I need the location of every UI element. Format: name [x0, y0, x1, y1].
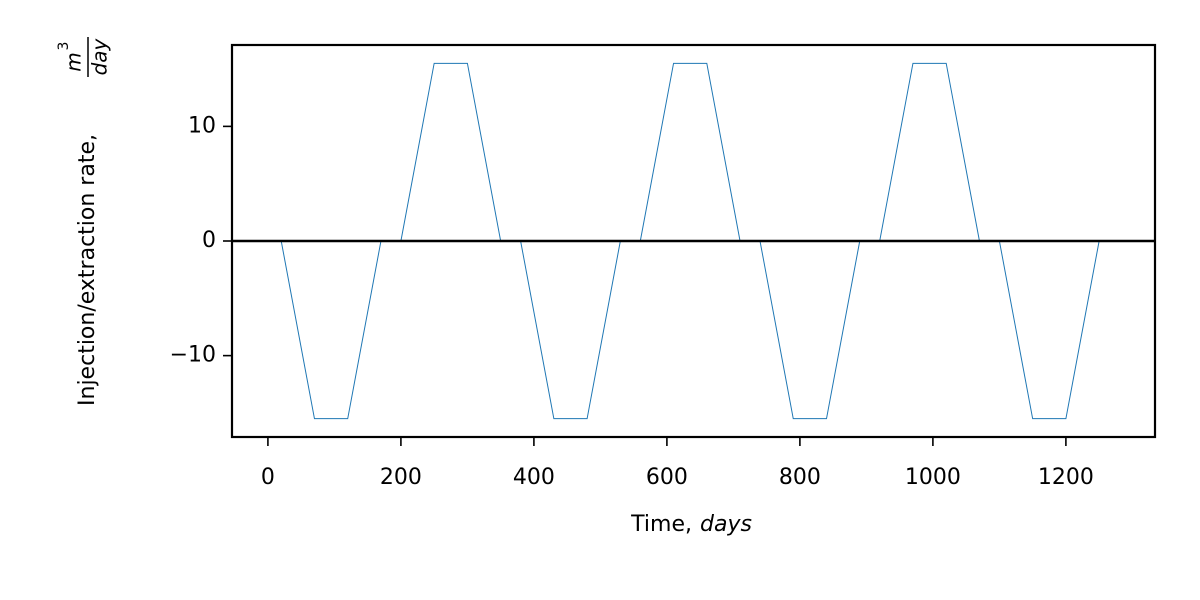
y-label-numerator: m — [62, 52, 86, 71]
x-tick-label: 1000 — [905, 465, 961, 490]
y-tick-label: 10 — [188, 113, 216, 138]
x-label-unit: days — [700, 512, 752, 537]
y-label-exponent: 3 — [56, 42, 72, 51]
x-tick-label: 600 — [646, 465, 688, 490]
y-axis-label: Injection/extraction rate, m 3 day — [56, 37, 112, 406]
x-tick-label: 400 — [513, 465, 555, 490]
x-tick-label: 1200 — [1038, 465, 1094, 490]
y-tick-label: −10 — [170, 343, 216, 368]
y-tick-label: 0 — [202, 228, 216, 253]
x-tick-label: 0 — [261, 465, 275, 490]
x-label-text: Time, — [630, 512, 692, 537]
x-tick-label: 800 — [779, 465, 821, 490]
y-label-text: Injection/extraction rate, — [75, 134, 100, 406]
y-label-denominator: day — [88, 37, 112, 75]
plot-frame — [230, 43, 1157, 439]
x-tick-label: 200 — [380, 465, 422, 490]
